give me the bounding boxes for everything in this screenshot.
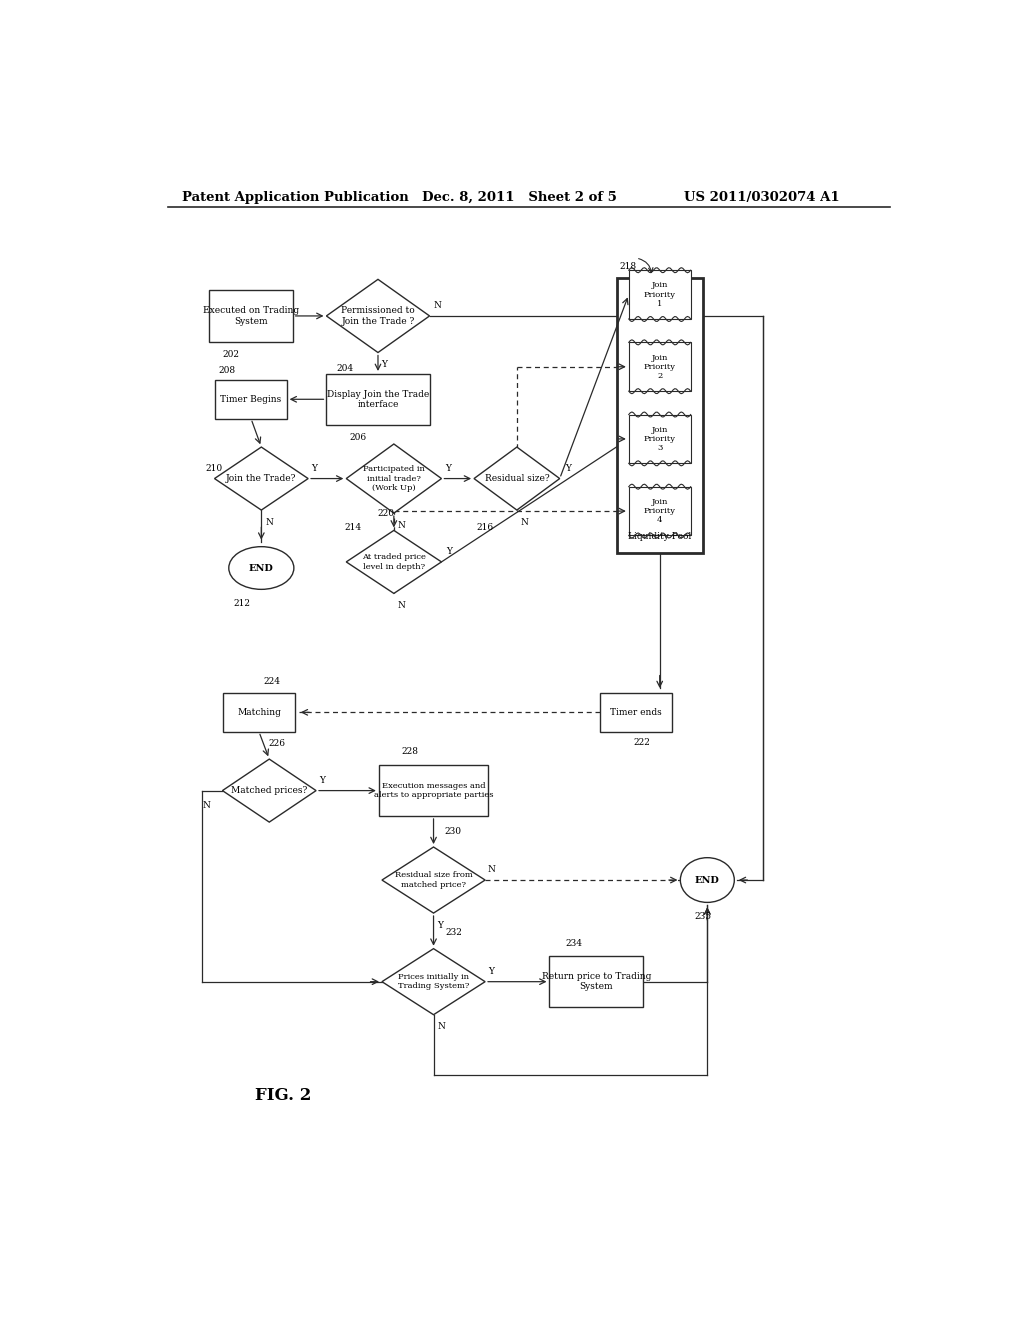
FancyBboxPatch shape [629, 271, 690, 319]
Text: Display Join the Trade
interface: Display Join the Trade interface [327, 389, 429, 409]
Text: Execution messages and
alerts to appropriate parties: Execution messages and alerts to appropr… [374, 781, 494, 799]
Polygon shape [382, 847, 485, 913]
FancyBboxPatch shape [327, 374, 430, 425]
FancyBboxPatch shape [629, 342, 690, 391]
Text: Y: Y [381, 360, 387, 370]
Text: 216: 216 [476, 523, 494, 532]
Text: Residual size?: Residual size? [484, 474, 549, 483]
Text: FIG. 2: FIG. 2 [255, 1088, 311, 1104]
Text: 202: 202 [222, 350, 240, 359]
Text: Participated in
initial trade?
(Work Up): Participated in initial trade? (Work Up) [362, 466, 425, 492]
Text: At traded price
level in depth?: At traded price level in depth? [361, 553, 426, 570]
Text: 206: 206 [349, 433, 367, 442]
Text: 228: 228 [401, 747, 418, 756]
Text: Join the Trade?: Join the Trade? [226, 474, 297, 483]
Text: 224: 224 [263, 677, 281, 686]
Text: N: N [433, 301, 441, 310]
Polygon shape [214, 447, 308, 510]
Text: Join
Priority
3: Join Priority 3 [644, 426, 676, 453]
Text: Timer ends: Timer ends [610, 708, 662, 717]
Text: Join
Priority
1: Join Priority 1 [644, 281, 676, 308]
Text: Matching: Matching [237, 708, 281, 717]
Ellipse shape [228, 546, 294, 589]
Text: END: END [249, 564, 273, 573]
FancyBboxPatch shape [379, 766, 488, 816]
Text: N: N [265, 517, 273, 527]
Text: Prices initially in
Trading System?: Prices initially in Trading System? [398, 973, 469, 990]
Text: Y: Y [564, 463, 570, 473]
Text: 210: 210 [205, 463, 222, 473]
FancyBboxPatch shape [629, 414, 690, 463]
Text: Y: Y [437, 921, 443, 929]
Polygon shape [474, 447, 560, 510]
FancyBboxPatch shape [616, 279, 702, 553]
Text: 214: 214 [344, 523, 361, 532]
Text: Y: Y [319, 776, 326, 785]
Text: 222: 222 [634, 738, 650, 747]
Text: Y: Y [444, 463, 451, 473]
Text: Join
Priority
2: Join Priority 2 [644, 354, 676, 380]
Text: Dec. 8, 2011   Sheet 2 of 5: Dec. 8, 2011 Sheet 2 of 5 [422, 190, 616, 203]
FancyBboxPatch shape [600, 693, 672, 731]
FancyBboxPatch shape [629, 487, 690, 536]
Ellipse shape [680, 858, 734, 903]
FancyBboxPatch shape [223, 693, 295, 731]
Text: Y: Y [446, 548, 453, 556]
Text: Return price to Trading
System: Return price to Trading System [542, 972, 651, 991]
Text: Timer Begins: Timer Begins [220, 395, 282, 404]
Polygon shape [382, 949, 485, 1015]
Text: N: N [398, 601, 406, 610]
Text: N: N [437, 1023, 445, 1031]
Text: 204: 204 [336, 364, 353, 374]
Text: 230: 230 [444, 826, 462, 836]
Text: Permissioned to
Join the Trade ?: Permissioned to Join the Trade ? [341, 306, 415, 326]
Text: Y: Y [311, 463, 317, 473]
Polygon shape [222, 759, 316, 822]
Text: Patent Application Publication: Patent Application Publication [182, 190, 409, 203]
FancyBboxPatch shape [209, 289, 293, 342]
Text: N: N [398, 521, 406, 529]
Text: US 2011/0302074 A1: US 2011/0302074 A1 [684, 190, 839, 203]
Polygon shape [327, 280, 430, 352]
Text: N: N [521, 517, 528, 527]
Polygon shape [346, 444, 441, 513]
Text: 235: 235 [695, 912, 712, 921]
FancyBboxPatch shape [550, 956, 643, 1007]
Text: 212: 212 [233, 599, 250, 609]
Text: Residual size from
matched price?: Residual size from matched price? [394, 871, 472, 888]
Text: N: N [487, 866, 496, 874]
Text: Liquidity Pool: Liquidity Pool [628, 532, 691, 541]
Text: Executed on Trading
System: Executed on Trading System [203, 306, 299, 326]
FancyBboxPatch shape [215, 380, 287, 418]
Text: Y: Y [488, 968, 495, 975]
Text: 226: 226 [268, 739, 286, 748]
Text: 232: 232 [445, 928, 462, 937]
Text: Join
Priority
4: Join Priority 4 [644, 498, 676, 524]
Text: 220: 220 [378, 508, 394, 517]
Text: 218: 218 [620, 261, 637, 271]
Text: END: END [695, 875, 720, 884]
Text: N: N [203, 801, 211, 810]
Text: 234: 234 [565, 939, 583, 948]
Text: Matched prices?: Matched prices? [231, 787, 307, 795]
Text: 208: 208 [219, 367, 236, 375]
Polygon shape [346, 531, 441, 594]
